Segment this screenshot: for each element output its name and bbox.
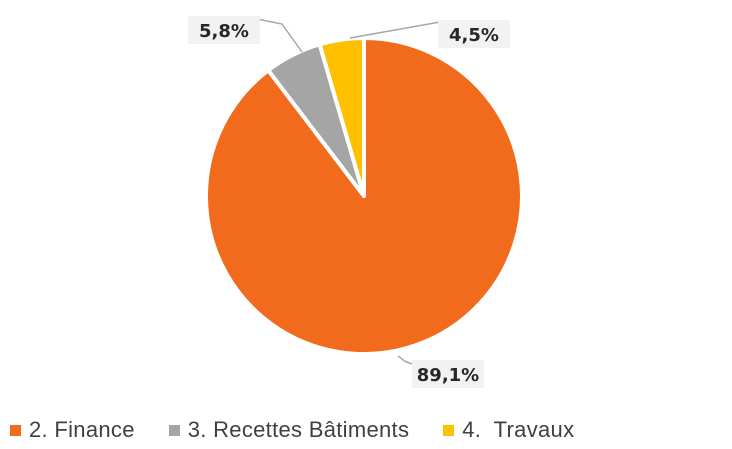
data-label-recettes-batiments: 5,8% [199, 21, 249, 42]
data-label-travaux-group: 4,5% [349, 20, 510, 48]
legend-swatch-finance [10, 424, 21, 436]
data-label-finance-group: 89,1% [397, 355, 484, 388]
slice-travaux [317, 36, 366, 198]
legend-item-travaux: 4. Travaux [439, 417, 574, 443]
legend-item-finance: 2. Finance [6, 417, 135, 443]
data-label-finance-background [412, 360, 484, 388]
pie-chart-plot: 89,1% 5,8% 4,5% [188, 16, 524, 388]
legend-item-recettes-batiments: 3. Recettes Bâtiments [165, 417, 410, 443]
data-label-travaux-background [438, 20, 510, 48]
slice-finance [204, 36, 524, 356]
leader-line-recettes-batiments [251, 17, 303, 53]
data-label-finance: 89,1% [417, 365, 479, 386]
legend-label-finance: 2. Finance [29, 417, 135, 442]
data-label-recettes-batiments-group: 5,8% [188, 16, 303, 53]
data-label-travaux: 4,5% [449, 25, 499, 46]
leader-line-travaux [349, 21, 441, 39]
legend-label-travaux: 4. Travaux [462, 417, 575, 442]
legend-swatch-travaux [443, 424, 455, 436]
legend-swatch-recettes-batiments [168, 424, 180, 436]
chart-legend: 2. Finance 3. Recettes Bâtiments 4. Trav… [6, 414, 726, 446]
data-label-recettes-batiments-background [188, 16, 260, 44]
legend-label-recettes-batiments: 3. Recettes Bâtiments [187, 417, 410, 442]
